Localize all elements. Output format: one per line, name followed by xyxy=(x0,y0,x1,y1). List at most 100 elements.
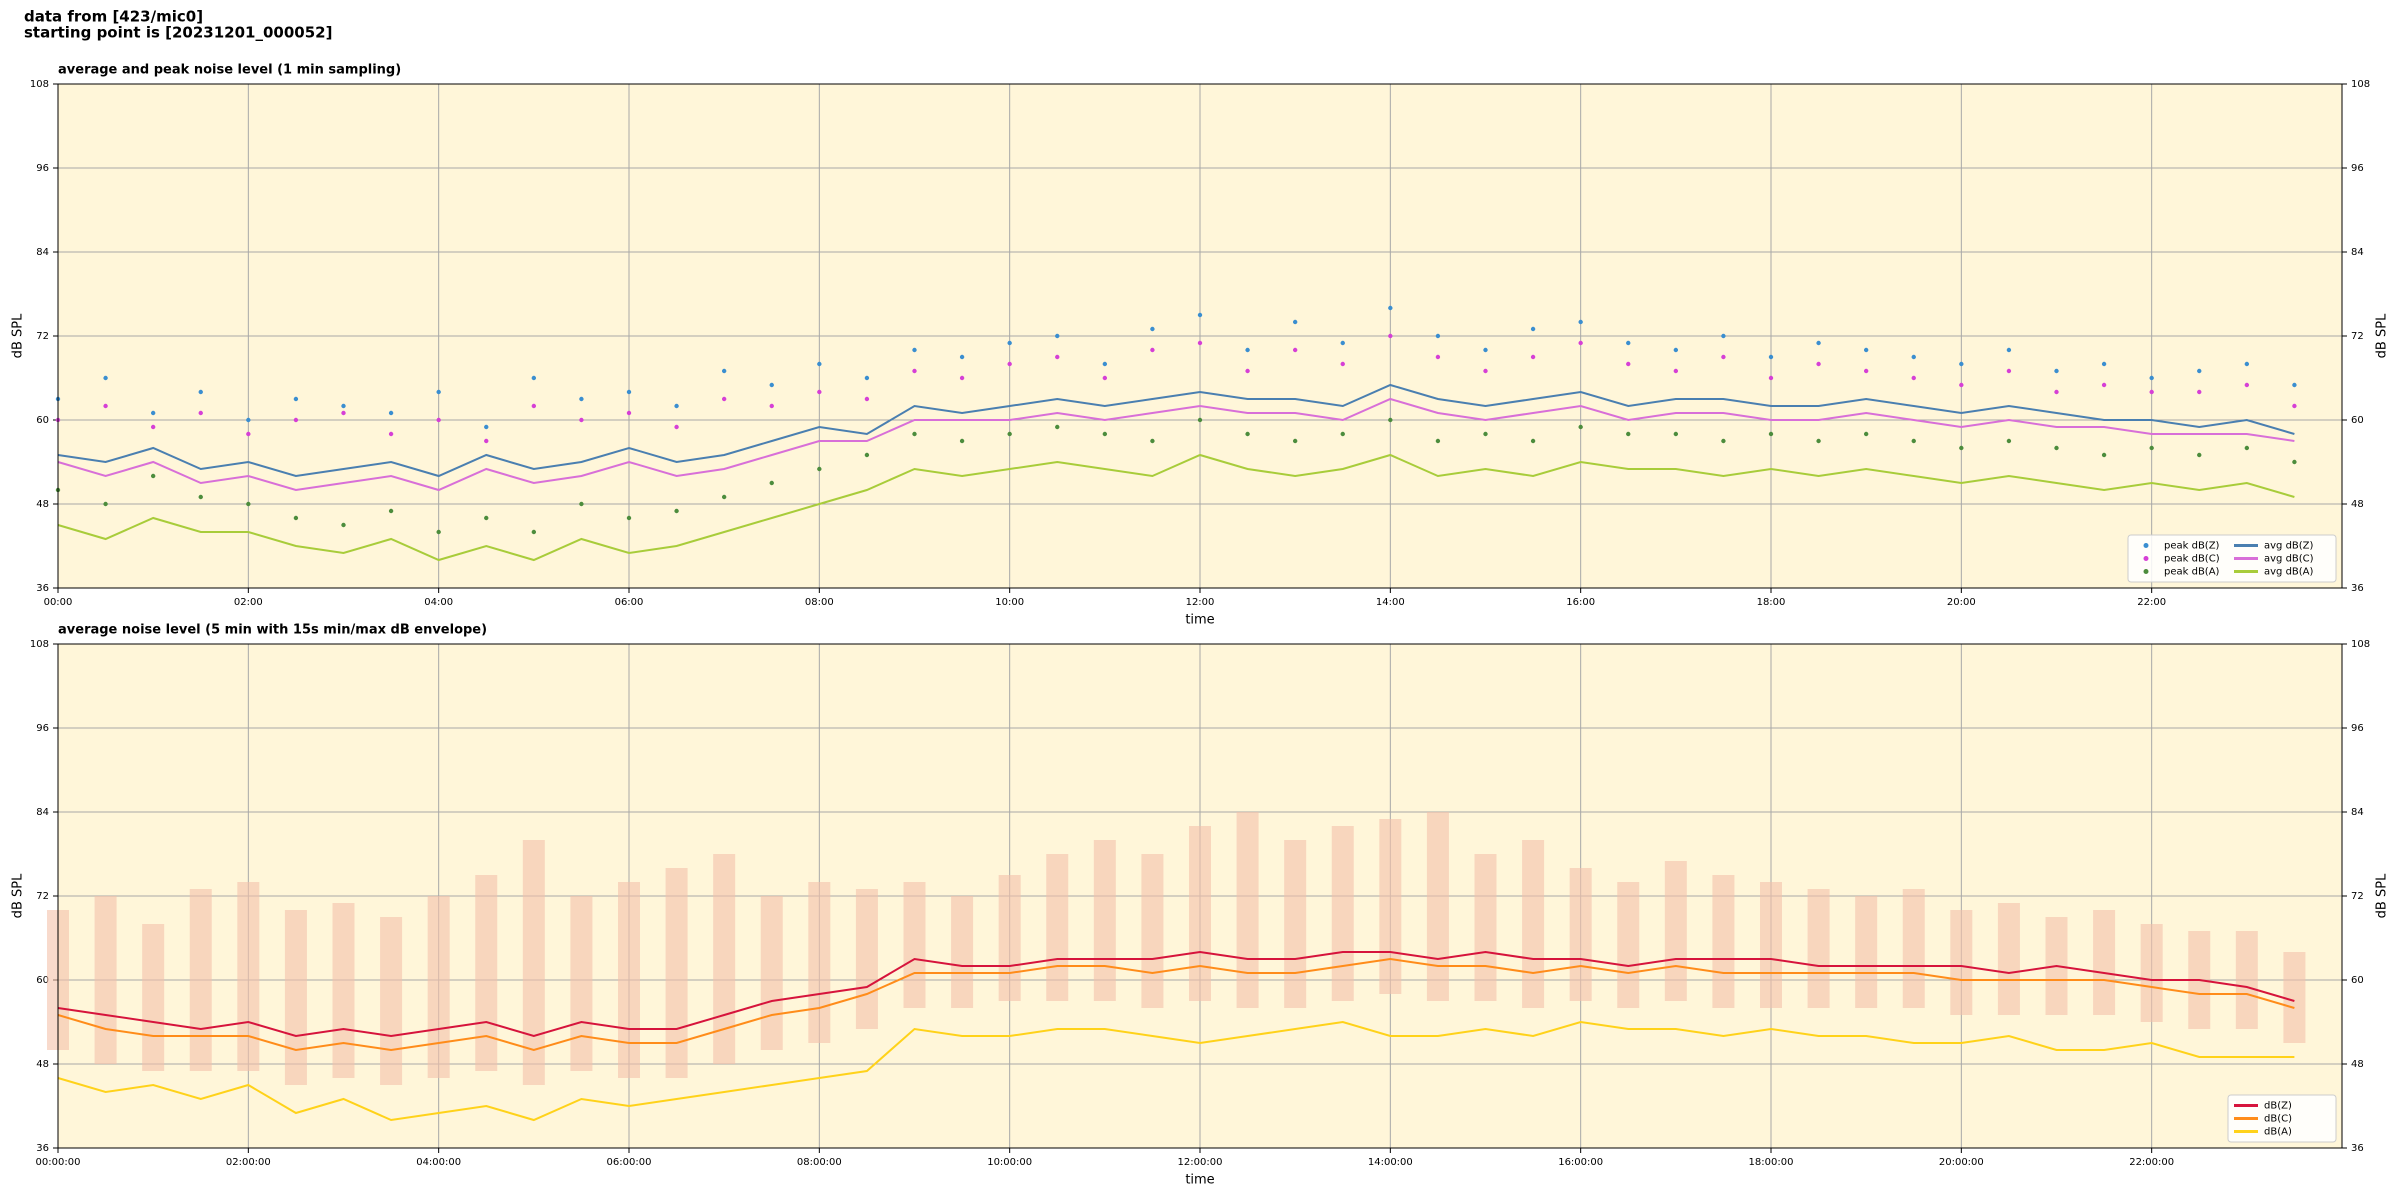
peak-point xyxy=(1863,431,1869,437)
peak-point xyxy=(674,403,679,409)
peak-point xyxy=(2292,382,2297,388)
x-tick-label: 08:00 xyxy=(805,597,834,608)
legend-box xyxy=(2127,534,2337,583)
peak-point xyxy=(436,529,441,535)
peak-point xyxy=(626,410,632,416)
peak-point xyxy=(293,515,299,521)
peak-point xyxy=(246,501,251,507)
x-tick-label: 02:00:00 xyxy=(226,1157,271,1168)
legend-label: dB(C) xyxy=(2264,1114,2292,1125)
peak-point xyxy=(959,438,965,444)
chart-title: average noise level (5 min with 15s min/… xyxy=(58,623,487,638)
peak-point xyxy=(2292,403,2297,409)
peak-point xyxy=(1959,361,1964,367)
y-tick-label: 36 xyxy=(36,583,49,594)
x-tick-label: 22:00 xyxy=(2137,597,2166,608)
peak-point xyxy=(864,452,870,458)
peak-point xyxy=(1435,354,1441,360)
peak-point xyxy=(1626,340,1631,346)
x-tick-label: 14:00 xyxy=(1376,597,1405,608)
x-tick-label: 06:00:00 xyxy=(607,1157,652,1168)
y2-tick-label: 96 xyxy=(2351,723,2364,734)
peak-point xyxy=(1959,382,1964,388)
peak-point xyxy=(1530,326,1536,332)
peak-point xyxy=(436,389,441,395)
peak-point xyxy=(1578,319,1583,325)
series-line xyxy=(57,957,2295,1052)
peak-point xyxy=(436,417,441,423)
peak-point xyxy=(150,410,156,416)
peak-point xyxy=(864,396,870,402)
peak-point xyxy=(484,515,489,521)
x-tick-label: 12:00:00 xyxy=(1178,1157,1223,1168)
peak-point xyxy=(1197,417,1203,423)
y-tick-label: 96 xyxy=(36,163,49,174)
peak-point xyxy=(1911,354,1916,360)
y-tick-label: 108 xyxy=(30,79,49,90)
peak-point xyxy=(246,431,251,437)
peak-point xyxy=(1340,431,1345,437)
peak-point xyxy=(1388,305,1393,311)
peak-point xyxy=(769,382,774,388)
peak-point xyxy=(1721,354,1726,360)
peak-point xyxy=(1911,438,1916,444)
peak-point xyxy=(1340,361,1345,367)
x-tick-label: 20:00:00 xyxy=(1939,1157,1984,1168)
peak-point xyxy=(2197,452,2202,458)
x-tick-label: 08:00:00 xyxy=(797,1157,842,1168)
peak-point xyxy=(1768,375,1774,381)
peak-point xyxy=(198,389,203,395)
peak-point xyxy=(1292,319,1298,325)
peak-point xyxy=(721,396,727,402)
peak-point xyxy=(1388,417,1393,423)
peak-point xyxy=(959,375,965,381)
legend-label: avg dB(C) xyxy=(2264,554,2314,565)
x-tick-label: 18:00 xyxy=(1757,597,1786,608)
y-tick-label: 96 xyxy=(36,723,49,734)
peak-point xyxy=(817,466,822,472)
x-tick-label: 04:00:00 xyxy=(416,1157,461,1168)
legend-label: peak dB(C) xyxy=(2164,554,2220,565)
legend-marker xyxy=(2143,569,2149,574)
peak-point xyxy=(2149,389,2154,395)
peak-point xyxy=(579,417,584,423)
y2-tick-label: 84 xyxy=(2351,247,2364,258)
x-tick-label: 20:00 xyxy=(1947,597,1976,608)
peak-point xyxy=(1007,340,1012,346)
peak-point xyxy=(769,480,774,486)
peak-point xyxy=(484,424,489,430)
legend-marker xyxy=(2143,543,2149,548)
plot-frame xyxy=(57,643,2343,1149)
peak-point xyxy=(817,361,822,367)
peak-point xyxy=(1626,431,1631,437)
peak-point xyxy=(2101,382,2107,388)
peak-point xyxy=(198,494,203,500)
peak-point xyxy=(864,375,870,381)
peak-point xyxy=(959,354,965,360)
plot-frame xyxy=(57,83,2343,589)
peak-point xyxy=(103,375,108,381)
peak-point xyxy=(1483,368,1488,374)
peak-point xyxy=(579,501,584,507)
x-tick-label: 02:00 xyxy=(234,597,263,608)
y-tick-label: 72 xyxy=(36,331,49,342)
x-axis-label: time xyxy=(1185,1173,1214,1188)
peak-point xyxy=(2101,452,2107,458)
peak-point xyxy=(1102,375,1108,381)
x-axis-label: time xyxy=(1185,613,1214,628)
y2-tick-label: 60 xyxy=(2351,415,2364,426)
y2-tick-label: 36 xyxy=(2351,1143,2364,1154)
y-tick-label: 36 xyxy=(36,1143,49,1154)
peak-point xyxy=(1102,361,1108,367)
peak-point xyxy=(1197,340,1203,346)
peak-point xyxy=(341,522,346,528)
peak-point xyxy=(2244,382,2250,388)
y-tick-label: 72 xyxy=(36,891,49,902)
x-tick-label: 04:00 xyxy=(424,597,453,608)
legend-label: peak dB(Z) xyxy=(2164,541,2220,552)
peak-point xyxy=(1816,361,1821,367)
peak-point xyxy=(1959,445,1964,451)
peak-point xyxy=(674,508,679,514)
peak-point xyxy=(1483,347,1488,353)
